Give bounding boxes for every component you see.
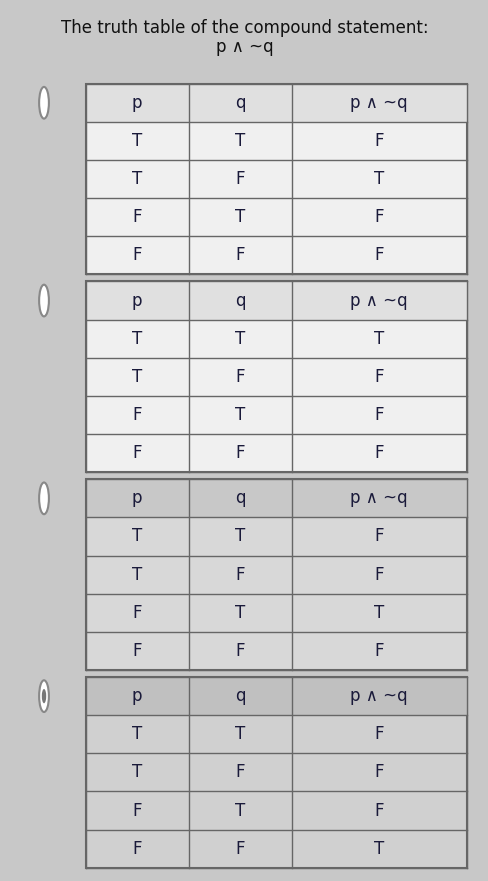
Text: F: F bbox=[132, 642, 142, 660]
Text: F: F bbox=[374, 368, 383, 386]
Text: T: T bbox=[234, 603, 244, 622]
Text: F: F bbox=[235, 170, 244, 188]
Text: F: F bbox=[235, 840, 244, 858]
Text: q: q bbox=[234, 687, 245, 705]
Text: p: p bbox=[132, 93, 142, 112]
Text: p: p bbox=[132, 292, 142, 309]
Text: F: F bbox=[132, 840, 142, 858]
Text: F: F bbox=[132, 802, 142, 819]
Text: T: T bbox=[132, 764, 142, 781]
Text: T: T bbox=[132, 368, 142, 386]
Text: F: F bbox=[132, 603, 142, 622]
Text: T: T bbox=[132, 329, 142, 348]
Text: F: F bbox=[235, 764, 244, 781]
Text: p ∧ ~q: p ∧ ~q bbox=[350, 489, 407, 507]
Text: p ∧ ~q: p ∧ ~q bbox=[350, 292, 407, 309]
Text: F: F bbox=[132, 208, 142, 226]
Text: q: q bbox=[234, 489, 245, 507]
Text: F: F bbox=[235, 247, 244, 264]
Text: F: F bbox=[374, 642, 383, 660]
Text: F: F bbox=[235, 368, 244, 386]
Text: F: F bbox=[374, 444, 383, 463]
Text: p: p bbox=[132, 687, 142, 705]
Text: F: F bbox=[374, 566, 383, 583]
Text: F: F bbox=[374, 132, 383, 150]
Text: T: T bbox=[132, 528, 142, 545]
Text: The truth table of the compound statement:: The truth table of the compound statemen… bbox=[61, 19, 427, 37]
Text: F: F bbox=[374, 208, 383, 226]
Text: F: F bbox=[374, 528, 383, 545]
Text: T: T bbox=[132, 725, 142, 744]
Text: F: F bbox=[374, 247, 383, 264]
Text: T: T bbox=[373, 840, 384, 858]
Text: T: T bbox=[234, 132, 244, 150]
Text: p ∧ ~q: p ∧ ~q bbox=[350, 687, 407, 705]
Text: F: F bbox=[374, 802, 383, 819]
Text: T: T bbox=[132, 132, 142, 150]
Text: F: F bbox=[374, 725, 383, 744]
Text: F: F bbox=[132, 444, 142, 463]
Text: T: T bbox=[373, 329, 384, 348]
Text: F: F bbox=[235, 642, 244, 660]
Text: T: T bbox=[234, 725, 244, 744]
Text: F: F bbox=[235, 444, 244, 463]
Text: T: T bbox=[132, 566, 142, 583]
Text: F: F bbox=[374, 406, 383, 424]
Text: p ∧ ~q: p ∧ ~q bbox=[350, 93, 407, 112]
Text: p ∧ ~q: p ∧ ~q bbox=[215, 38, 273, 56]
Text: T: T bbox=[234, 208, 244, 226]
Text: q: q bbox=[234, 292, 245, 309]
Text: T: T bbox=[373, 170, 384, 188]
Text: T: T bbox=[373, 603, 384, 622]
Text: F: F bbox=[132, 247, 142, 264]
Text: p: p bbox=[132, 489, 142, 507]
Text: T: T bbox=[234, 528, 244, 545]
Text: T: T bbox=[234, 406, 244, 424]
Text: F: F bbox=[235, 566, 244, 583]
Text: T: T bbox=[132, 170, 142, 188]
Text: T: T bbox=[234, 802, 244, 819]
Text: F: F bbox=[132, 406, 142, 424]
Text: F: F bbox=[374, 764, 383, 781]
Text: T: T bbox=[234, 329, 244, 348]
Text: q: q bbox=[234, 93, 245, 112]
